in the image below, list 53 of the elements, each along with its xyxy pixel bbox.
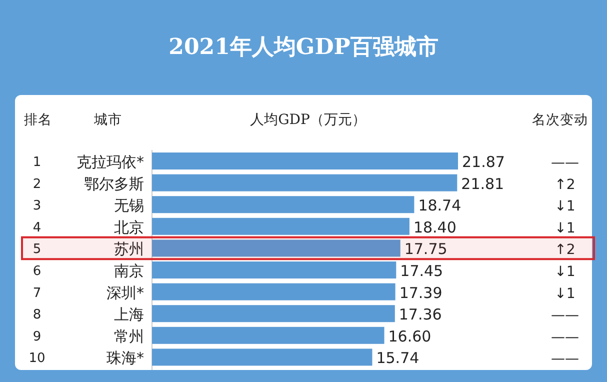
- data-label: 21.87: [462, 153, 505, 171]
- text: 排名: [24, 112, 52, 128]
- bar: [152, 240, 400, 257]
- data-label: 21.81: [461, 174, 504, 193]
- text: ↓1: [554, 264, 576, 280]
- data-label: 17.36: [398, 306, 442, 324]
- y-tick-label: 深圳*: [106, 284, 144, 302]
- x-axis-title: 人均GDP（万元）: [250, 112, 366, 128]
- text: ——: [551, 308, 579, 324]
- text: 1: [32, 155, 42, 170]
- data-label: 17.75: [404, 240, 448, 258]
- y-tick-label: 鄂尔多斯: [84, 174, 144, 193]
- text: 9: [32, 329, 42, 344]
- bar: [152, 196, 414, 214]
- text: 名次变动: [532, 112, 588, 128]
- y-tick-label: 北京: [114, 218, 144, 236]
- y-tick-label: 上海: [114, 306, 144, 324]
- text: 4: [32, 220, 42, 236]
- text: 3: [32, 198, 42, 214]
- data-label: 17.39: [399, 284, 442, 302]
- data-label: 18.74: [418, 196, 462, 215]
- data-label: 17.45: [400, 262, 444, 280]
- text: ↓1: [554, 198, 576, 215]
- y-tick-label: 常州: [114, 327, 144, 346]
- bar: [152, 305, 395, 322]
- bar: [152, 174, 458, 192]
- data-label: 18.40: [413, 218, 456, 236]
- bar: [152, 326, 384, 344]
- bar: [152, 152, 458, 170]
- y-tick-label: 南京: [114, 262, 144, 280]
- text: ↓1: [554, 286, 576, 302]
- text: 6: [32, 264, 42, 279]
- data-label: 16.60: [388, 327, 432, 346]
- y-tick-label: 珠海*: [106, 349, 144, 368]
- text: 7: [32, 286, 42, 301]
- text: ——: [551, 351, 579, 368]
- bar: [152, 348, 372, 366]
- text: 2: [32, 176, 42, 192]
- text: 5: [32, 242, 42, 258]
- text: ——: [551, 155, 579, 171]
- text: ↑2: [554, 242, 576, 258]
- data-label: 15.74: [376, 349, 420, 368]
- y-tick-label: 克拉玛依*: [76, 153, 144, 171]
- bar: [152, 283, 396, 300]
- text: ↓1: [554, 220, 576, 236]
- chart-title: 2021年人均GDP百强城市: [168, 34, 438, 60]
- text: ——: [551, 329, 579, 346]
- y-tick-label: 无锡: [114, 196, 144, 215]
- text: ↑2: [554, 176, 576, 193]
- y-tick-label: 苏州: [114, 240, 144, 258]
- text: 城市: [93, 112, 122, 128]
- text: 8: [32, 308, 42, 323]
- text: 10: [28, 351, 46, 366]
